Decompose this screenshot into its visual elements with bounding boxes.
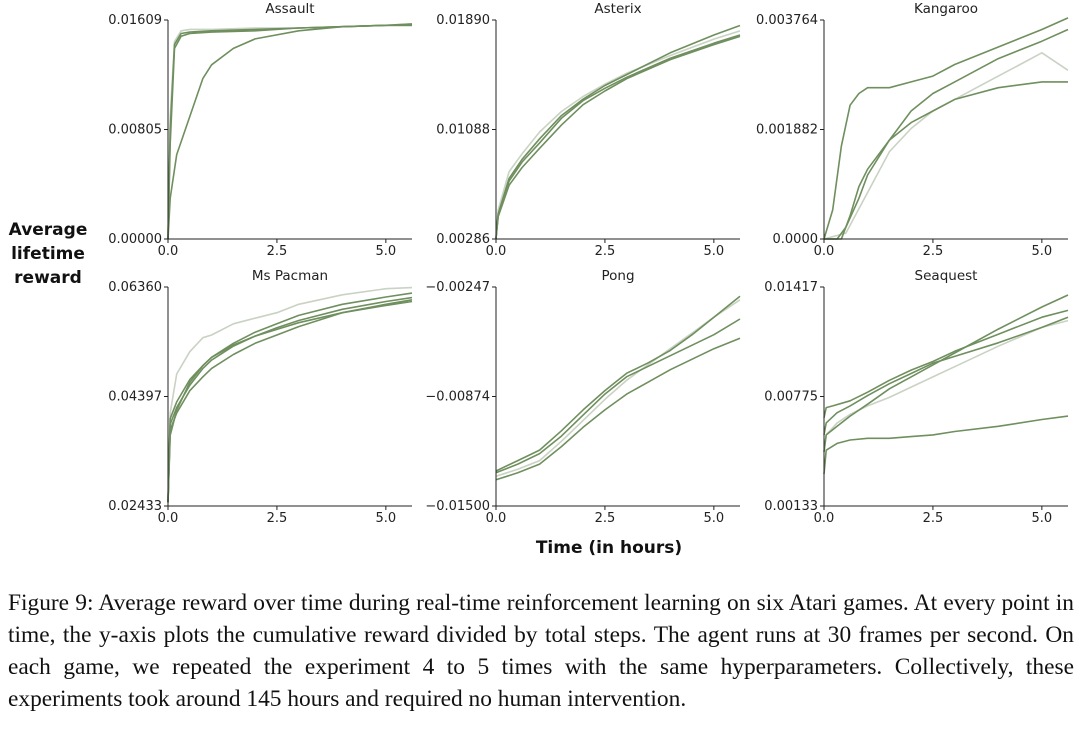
panel-kangaroo: Kangaroo 0.0000 0.001882 0.003764 0.0 2.5 5.0 (756, 1, 1069, 259)
y-tick-label-seaquest-1: 0.00775 (764, 390, 818, 405)
series-line-asterix-2 (495, 24, 741, 239)
x-tick-label-kangaroo-0: 0.0 (814, 244, 835, 259)
y-tick-label-seaquest-0: 0.00133 (764, 499, 818, 514)
series-line-seaquest-3 (823, 316, 1069, 436)
series-line-assault-3 (167, 23, 413, 240)
x-tick-label-seaquest-2: 5.0 (1032, 511, 1053, 526)
panel-title-pong: Pong (601, 268, 634, 284)
figure-caption: Figure 9: Average reward over time durin… (8, 590, 1074, 712)
y-tick-label-pong-1: −0.00874 (425, 390, 490, 405)
x-tick-label-assault-2: 5.0 (376, 244, 397, 259)
y-tick-label-pong-2: −0.00247 (425, 280, 490, 295)
series-line-assault-1 (167, 23, 413, 240)
y-tick-label-assault-2: 0.01609 (108, 13, 162, 28)
y-axis-label-line-1: Average (9, 220, 88, 240)
series-line-kangaroo-3 (824, 28, 1069, 240)
panel-seaquest: Seaquest 0.00133 0.00775 0.01417 0.0 2.5 5.0 (764, 268, 1069, 526)
x-tick-label-ms-pacman-1: 2.5 (267, 511, 288, 526)
series-line-kangaroo-1 (823, 52, 1069, 240)
series-line-pong-2 (495, 295, 741, 472)
y-tick-label-asterix-0: 0.00286 (436, 232, 490, 247)
y-tick-label-assault-0: 0.00000 (108, 232, 162, 247)
y-tick-label-asterix-2: 0.01890 (436, 13, 490, 28)
series-line-assault-4 (167, 24, 412, 240)
panel-ms-pacman: Ms Pacman 0.02433 0.04397 0.06360 0.0 2.5 5.0 (108, 268, 413, 526)
panel-title-ms-pacman: Ms Pacman (252, 268, 328, 284)
y-tick-label-ms-pacman-0: 0.02433 (108, 499, 162, 514)
x-tick-label-pong-2: 5.0 (704, 511, 725, 526)
panel-title-kangaroo: Kangaroo (914, 1, 978, 17)
y-tick-label-ms-pacman-2: 0.06360 (108, 280, 162, 295)
y-axis-label-line-3: reward (14, 268, 82, 288)
series-line-ms-pacman-3 (167, 296, 413, 503)
y-tick-label-ms-pacman-1: 0.04397 (108, 390, 162, 405)
y-axis-label-line-2: lifetime (11, 244, 85, 264)
x-tick-label-seaquest-0: 0.0 (814, 511, 835, 526)
x-tick-label-asterix-1: 2.5 (595, 244, 616, 259)
x-tick-label-kangaroo-2: 5.0 (1032, 244, 1053, 259)
panel-assault: Assault 0.00000 0.00805 0.01609 0.0 2.5 5.0 (108, 1, 413, 259)
series-line-kangaroo-4 (824, 81, 1068, 240)
panel-asterix: Asterix 0.00286 0.01088 0.01890 0.0 2.5 5.0 (436, 1, 741, 259)
y-tick-label-pong-0: −0.01500 (425, 499, 490, 514)
series-line-pong-4 (495, 337, 741, 481)
y-tick-label-kangaroo-1: 0.001882 (756, 123, 818, 138)
series-line-seaquest-2 (823, 309, 1069, 418)
panel-pong: Pong −0.01500 −0.00874 −0.00247 0.0 2.5 5.0 (425, 268, 741, 526)
series-line-seaquest-5 (823, 415, 1069, 475)
x-tick-label-ms-pacman-2: 5.0 (376, 511, 397, 526)
series-line-seaquest-1 (823, 319, 1069, 453)
series-line-seaquest-4 (823, 294, 1069, 453)
series-line-asterix-4 (495, 35, 741, 239)
panel-title-asterix: Asterix (594, 1, 641, 17)
panel-title-seaquest: Seaquest (915, 268, 978, 284)
x-tick-label-kangaroo-1: 2.5 (923, 244, 944, 259)
series-line-pong-1 (495, 299, 741, 478)
y-tick-label-seaquest-2: 0.01417 (764, 280, 818, 295)
x-tick-label-ms-pacman-0: 0.0 (158, 511, 179, 526)
series-line-kangaroo-2 (823, 17, 1069, 240)
series-line-pong-3 (495, 318, 741, 474)
x-tick-label-assault-0: 0.0 (158, 244, 179, 259)
x-tick-label-pong-0: 0.0 (486, 511, 507, 526)
series-line-assault-2 (167, 24, 412, 240)
series-line-ms-pacman-4 (167, 299, 413, 503)
series-line-ms-pacman-5 (167, 300, 413, 503)
y-tick-label-assault-1: 0.00805 (108, 123, 162, 138)
x-tick-label-asterix-2: 5.0 (704, 244, 725, 259)
series-line-asterix-1 (495, 30, 741, 236)
series-line-ms-pacman-2 (167, 292, 413, 503)
x-tick-label-pong-1: 2.5 (595, 511, 616, 526)
y-tick-label-asterix-1: 0.01088 (436, 123, 490, 138)
x-tick-label-seaquest-1: 2.5 (923, 511, 944, 526)
panel-title-assault: Assault (265, 1, 314, 17)
series-line-ms-pacman-1 (167, 286, 413, 497)
x-tick-label-assault-1: 2.5 (267, 244, 288, 259)
y-tick-label-kangaroo-2: 0.003764 (756, 13, 818, 28)
series-line-asterix-3 (495, 34, 741, 239)
y-tick-label-kangaroo-0: 0.0000 (773, 232, 819, 247)
x-tick-label-asterix-0: 0.0 (486, 244, 507, 259)
x-axis-label: Time (in hours) (536, 538, 682, 558)
